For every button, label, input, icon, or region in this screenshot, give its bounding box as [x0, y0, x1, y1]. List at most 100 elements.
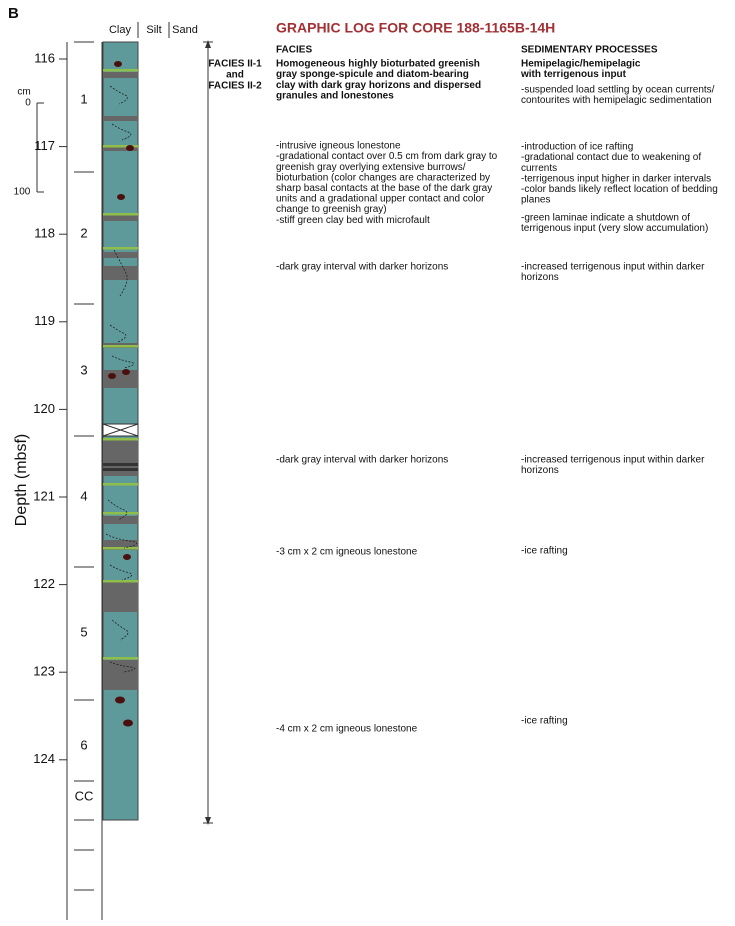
- scale-unit: cm: [17, 87, 30, 98]
- lonestone: [123, 719, 133, 727]
- process-note: planes: [521, 195, 550, 206]
- axes: [66, 40, 213, 920]
- dark-band: [103, 214, 138, 221]
- processes-heading: SEDIMENTARY PROCESSES: [521, 45, 658, 56]
- burrow: [107, 499, 128, 521]
- depth-tick-label: 124: [33, 751, 55, 766]
- depth-tick-label: 119: [34, 313, 55, 328]
- facies-note: sharp basal contacts at the base of the …: [276, 183, 492, 194]
- process-note: -gradational contact due to weakening of: [521, 152, 701, 163]
- facies-note: greenish gray overlying extensive burrow…: [276, 162, 466, 173]
- lonestone: [114, 61, 122, 67]
- facies-note: -intrusive igneous lonestone: [276, 141, 401, 152]
- burrow: [109, 564, 133, 581]
- scale-bar: [36, 102, 44, 193]
- facies-heading: FACIES: [276, 45, 312, 56]
- section-label: 5: [80, 624, 87, 639]
- green-lamina: [103, 657, 138, 660]
- green-lamina: [103, 580, 138, 583]
- facies-note: bioturbation (color changes are characte…: [276, 172, 490, 183]
- depth-tick-label: 118: [34, 226, 55, 241]
- dark-band: [103, 146, 138, 151]
- process-note: -green laminae indicate a shutdown of: [521, 213, 690, 224]
- burrow: [105, 533, 138, 549]
- green-lamina: [103, 345, 138, 348]
- dark-horizon: [103, 468, 138, 471]
- dark-band: [103, 582, 138, 612]
- depth-label: Depth (mbsf): [13, 434, 30, 526]
- dark-horizon: [103, 463, 138, 466]
- facies-note: -4 cm x 2 cm igneous lonestone: [276, 724, 418, 735]
- facies-note: -3 cm x 2 cm igneous lonestone: [276, 547, 418, 558]
- section-label: 1: [80, 91, 87, 106]
- depth-tick-label: 116: [34, 50, 55, 65]
- facies-note: -gradational contact over 0.5 cm from da…: [276, 151, 498, 162]
- dark-band: [103, 252, 138, 258]
- process-note: -introduction of ice rafting: [521, 142, 633, 153]
- green-lamina: [103, 512, 138, 515]
- depth-tick-label: 120: [33, 401, 55, 416]
- facies-label: FACIES II-1: [208, 59, 262, 70]
- section-label: 3: [80, 362, 87, 377]
- processes-summary: Hemipelagic/hemipelagic: [521, 59, 641, 70]
- dark-band: [103, 116, 138, 121]
- burrow: [111, 355, 135, 369]
- facies-note: -stiff green clay bed with microfault: [276, 215, 430, 226]
- process-note: -increased terrigenous input within dark…: [521, 262, 705, 273]
- process-note: horizons: [521, 465, 559, 476]
- process-note: currents: [521, 163, 557, 174]
- depth-tick-label: 123: [33, 664, 55, 679]
- process-note: terrigenous input (very slow accumulatio…: [521, 223, 708, 234]
- process-note: -increased terrigenous input within dark…: [521, 455, 705, 466]
- section-label: 4: [80, 488, 87, 503]
- section-label: 2: [80, 225, 87, 240]
- section-label: CC: [75, 788, 94, 803]
- lonestone: [126, 145, 134, 151]
- burrow: [113, 249, 128, 297]
- process-note: -ice rafting: [521, 546, 568, 557]
- facies-label: and: [226, 70, 244, 81]
- facies-note: -dark gray interval with darker horizons: [276, 455, 448, 466]
- lonestone: [117, 194, 125, 200]
- dark-band: [103, 72, 138, 78]
- lonestone: [115, 696, 125, 704]
- facies-note: -dark gray interval with darker horizons: [276, 262, 448, 273]
- process-note: contourites with hemipelagic sedimentati…: [521, 95, 712, 106]
- void-cross: [102, 423, 139, 437]
- column-header: Clay: [109, 24, 132, 36]
- green-lamina: [103, 145, 138, 148]
- burrow: [109, 324, 127, 343]
- title: GRAPHIC LOG FOR CORE 188-1165B-14H: [276, 20, 555, 36]
- process-note: -color bands likely reflect location of …: [521, 184, 718, 195]
- facies-summary: clay with dark gray horizons and dispers…: [276, 80, 481, 91]
- green-lamina: [103, 69, 138, 72]
- depth-tick-label: 121: [33, 488, 55, 503]
- dark-band: [103, 660, 138, 690]
- core-column: [102, 41, 139, 821]
- green-lamina: [103, 483, 138, 486]
- lonestone: [123, 554, 131, 560]
- process-note: -ice rafting: [521, 716, 568, 727]
- column-header: Sand: [172, 24, 198, 36]
- green-lamina: [103, 213, 138, 216]
- dark-band: [103, 516, 138, 524]
- facies-summary: gray sponge-spicule and diatom-bearing: [276, 69, 469, 80]
- green-lamina: [103, 438, 138, 441]
- facies-note: change to greenish gray): [276, 204, 387, 215]
- green-lamina: [103, 247, 138, 250]
- green-lamina: [103, 547, 138, 550]
- depth-tick-label: 117: [34, 138, 55, 153]
- dark-band: [103, 370, 138, 388]
- processes-summary: with terrigenous input: [520, 69, 627, 80]
- column-header: Silt: [146, 24, 161, 36]
- facies-summary: Homogeneous highly bioturbated greenish: [276, 59, 480, 70]
- process-note: horizons: [521, 272, 559, 283]
- scale-bottom: 100: [14, 187, 31, 198]
- dark-band: [103, 266, 138, 280]
- burrow: [109, 85, 128, 105]
- process-note: -terrigenous input higher in darker inte…: [521, 173, 711, 184]
- facies-label: FACIES II-2: [208, 81, 262, 92]
- depth-tick-label: 122: [33, 576, 55, 591]
- panel-label: B: [8, 5, 19, 22]
